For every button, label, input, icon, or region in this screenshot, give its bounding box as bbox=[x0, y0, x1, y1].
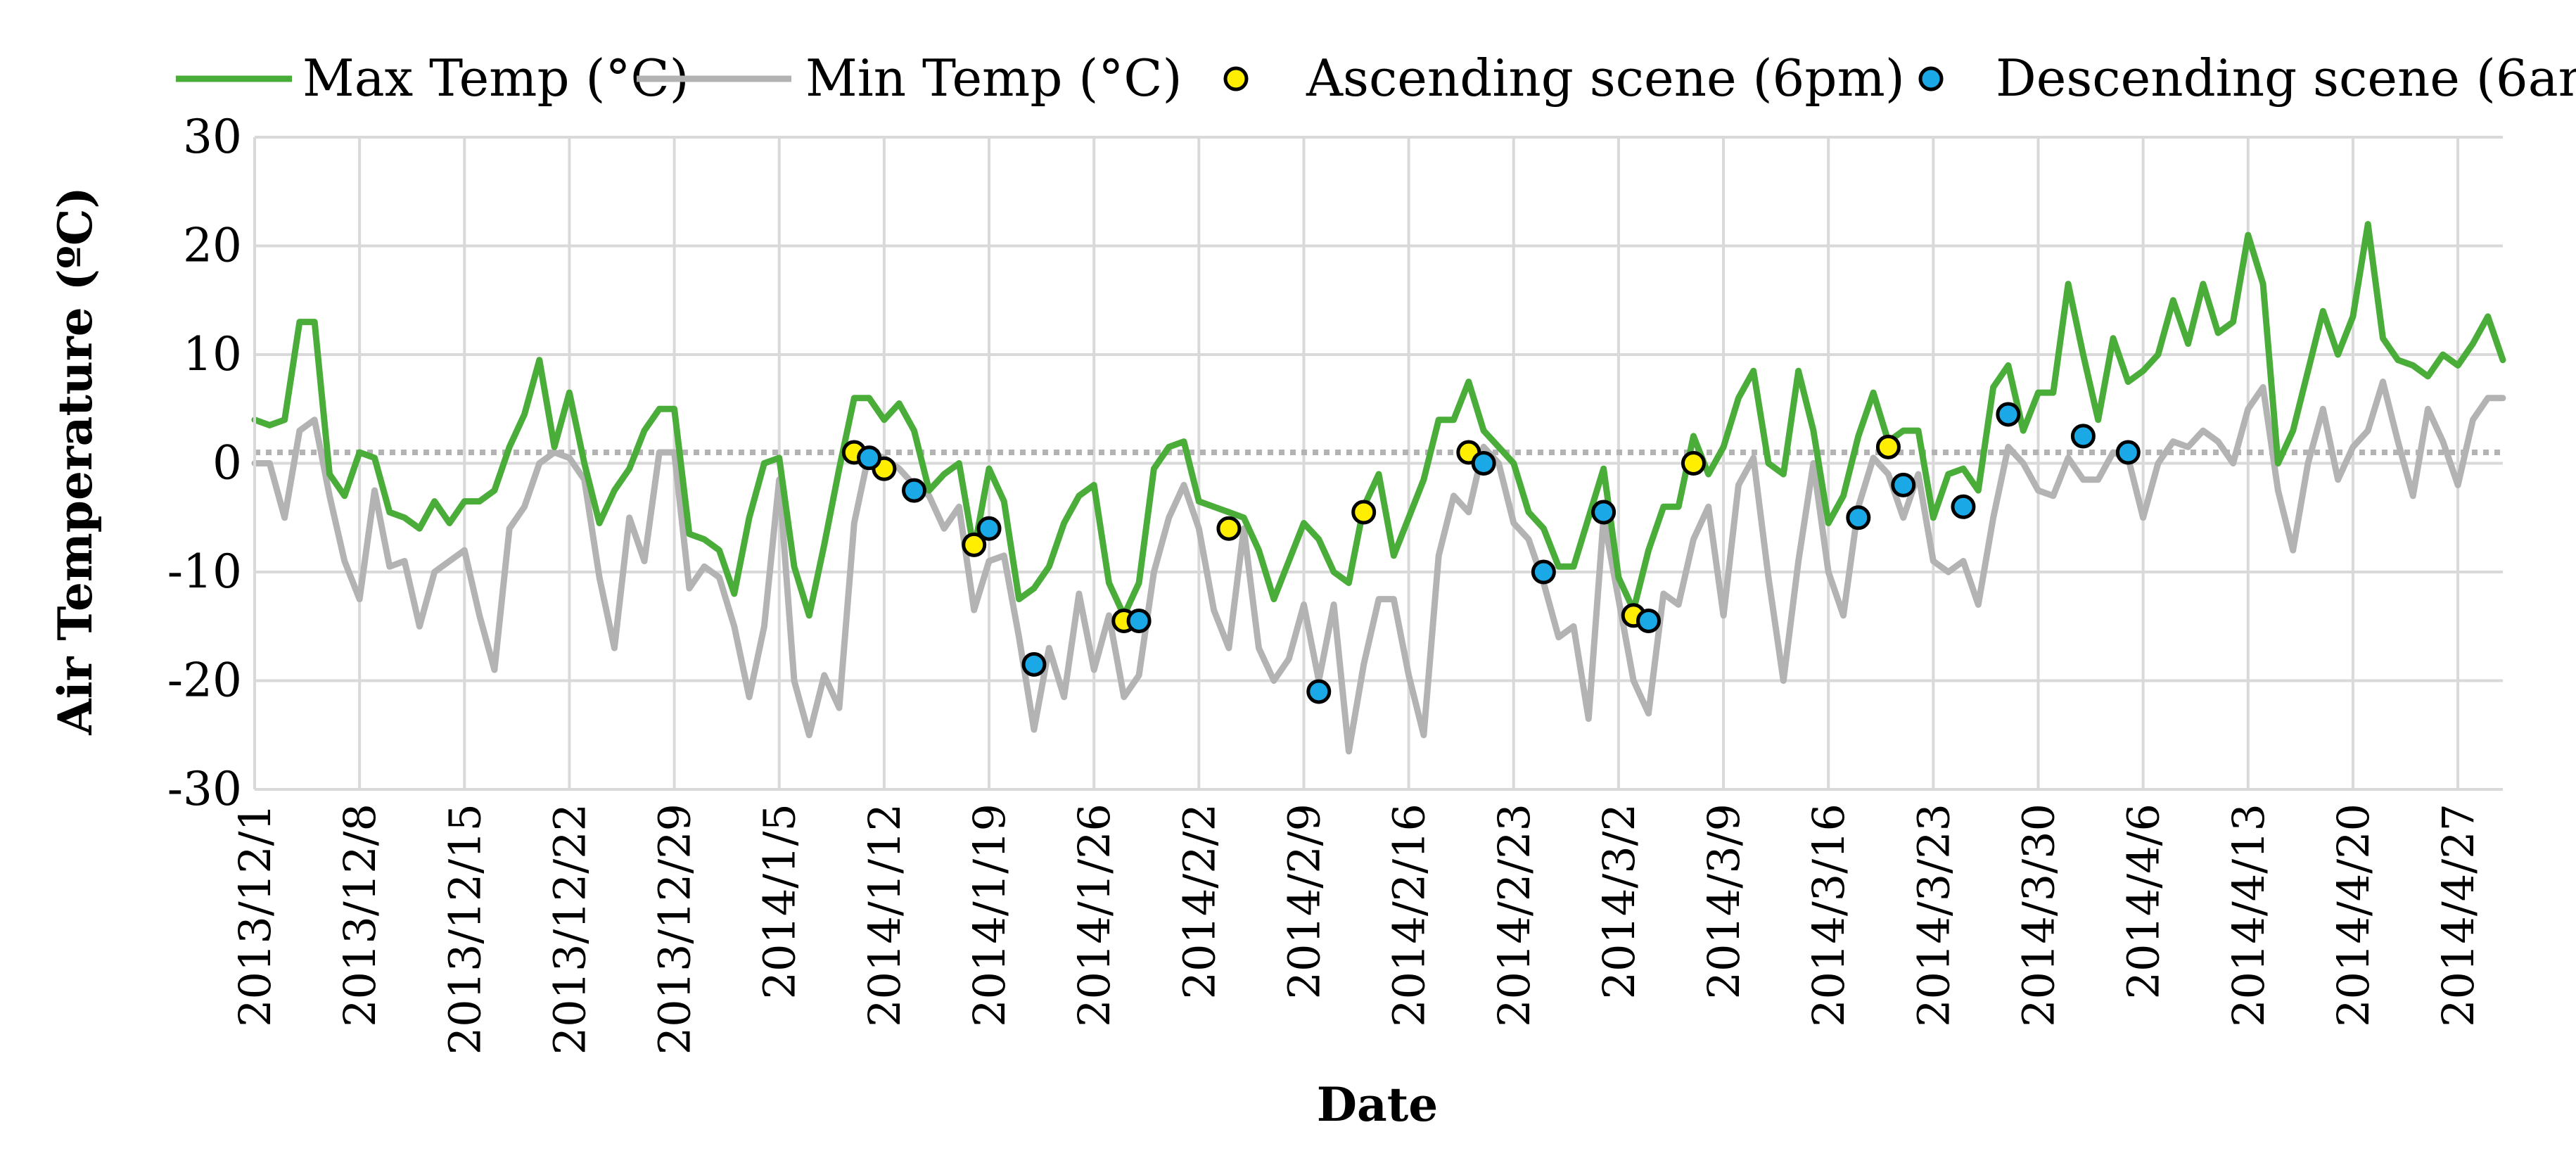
y-tick-label: -20 bbox=[167, 654, 242, 708]
x-axis-title: Date bbox=[1317, 1077, 1438, 1132]
descending-scene-marker bbox=[2115, 440, 2141, 465]
descending-scene-marker bbox=[857, 445, 882, 471]
scene-markers-layer bbox=[841, 402, 2141, 704]
legend-label: Descending scene (6am) bbox=[1996, 49, 2576, 108]
x-tick-label: 2014/3/2 bbox=[1593, 803, 1645, 999]
descending-scene-marker bbox=[1846, 505, 1871, 530]
descending-scene-marker bbox=[976, 516, 1002, 541]
x-tick-label: 2014/4/27 bbox=[2432, 803, 2484, 1027]
x-tick-label: 2014/3/23 bbox=[1908, 803, 1959, 1027]
descending-scene-marker bbox=[1471, 451, 1496, 476]
ascending-scene-marker bbox=[1681, 451, 1706, 476]
legend: Max Temp (°C) Min Temp (°C) Ascending scen… bbox=[176, 49, 2576, 108]
y-tick-label: 10 bbox=[183, 327, 242, 381]
descending-scene-marker bbox=[1996, 402, 2021, 427]
y-tick-label: -10 bbox=[167, 545, 242, 599]
descending-scene-marker bbox=[901, 478, 926, 503]
y-tick-label: 20 bbox=[183, 219, 242, 273]
descending-scene-marker bbox=[1591, 500, 1617, 525]
x-tick-label: 2013/12/15 bbox=[439, 803, 490, 1055]
x-tick-label: 2014/2/23 bbox=[1488, 803, 1540, 1027]
x-tick-label: 2014/4/13 bbox=[2223, 803, 2274, 1027]
descending-scene-marker bbox=[1126, 609, 1152, 634]
ascending-scene-marker bbox=[1351, 500, 1377, 525]
ascending-scene-marker bbox=[1216, 516, 1242, 541]
x-tick-label: 2014/3/9 bbox=[1698, 803, 1749, 999]
legend-swatch-marker bbox=[1223, 66, 1249, 91]
x-tick-label: 2014/4/20 bbox=[2328, 803, 2379, 1027]
series-layer bbox=[251, 221, 2506, 755]
x-tick-label: 2014/1/5 bbox=[754, 803, 805, 999]
descending-scene-marker bbox=[2070, 424, 2096, 449]
legend-swatch-marker bbox=[1918, 66, 1944, 91]
x-tick-label: 2013/12/22 bbox=[544, 803, 595, 1055]
x-tick-label: 2014/2/2 bbox=[1173, 803, 1225, 999]
descending-scene-marker bbox=[1951, 494, 1976, 519]
descending-scene-marker bbox=[1636, 609, 1662, 634]
legend-label: Ascending scene (6pm) bbox=[1306, 49, 1905, 108]
descending-scene-marker bbox=[1021, 651, 1047, 677]
y-axis-title: Air Temperature (ºC) bbox=[48, 186, 103, 735]
descending-scene-marker bbox=[1531, 559, 1556, 585]
y-tick-label: -30 bbox=[167, 762, 242, 816]
max-temp-line bbox=[251, 221, 2506, 619]
x-tick-label: 2013/12/8 bbox=[334, 803, 385, 1027]
x-tick-label: 2014/3/16 bbox=[1803, 803, 1854, 1027]
x-tick-label: 2014/2/16 bbox=[1384, 803, 1435, 1027]
x-tick-label: 2014/1/12 bbox=[859, 803, 910, 1027]
x-tick-label: 2014/3/30 bbox=[2013, 803, 2064, 1027]
descending-scene-marker bbox=[1306, 679, 1332, 704]
x-tick-label: 2014/1/26 bbox=[1069, 803, 1120, 1027]
y-tick-label: 30 bbox=[183, 110, 242, 164]
min-temp-line bbox=[251, 379, 2506, 755]
x-tick-label: 2014/1/19 bbox=[964, 803, 1015, 1027]
ascending-scene-marker bbox=[962, 532, 987, 557]
gridlines bbox=[255, 136, 2503, 789]
x-tick-label: 2014/4/6 bbox=[2118, 803, 2169, 999]
x-tick-label: 2014/2/9 bbox=[1278, 803, 1330, 999]
x-tick-label: 2013/12/29 bbox=[649, 803, 701, 1055]
ascending-scene-marker bbox=[1875, 434, 1901, 459]
descending-scene-marker bbox=[1891, 472, 1916, 497]
legend-label: Max Temp (°C) bbox=[302, 49, 689, 108]
y-tick-label: 0 bbox=[212, 436, 242, 490]
x-tick-label: 2013/12/1 bbox=[229, 803, 281, 1027]
legend-label: Min Temp (°C) bbox=[805, 49, 1182, 108]
